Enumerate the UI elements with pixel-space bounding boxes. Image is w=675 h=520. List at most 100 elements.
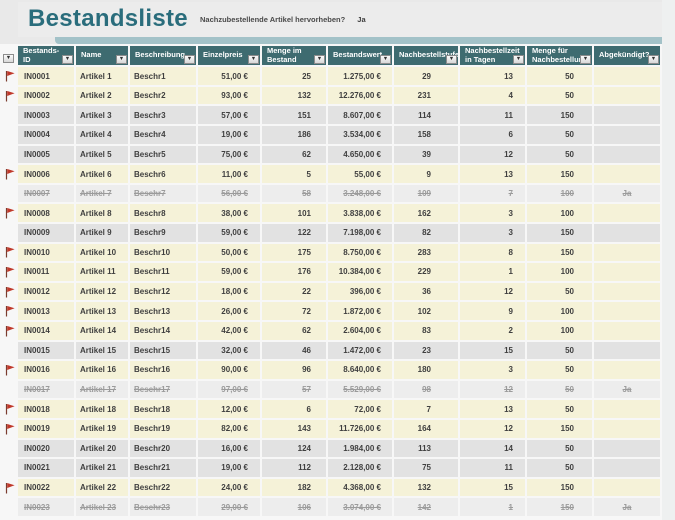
cell-menge_fuer_nachbestellung[interactable]: 150 <box>527 165 592 183</box>
column-header-nachbestellzeit_in_tagen[interactable]: Nachbestellzeit in Tagen ▼ <box>460 46 525 66</box>
cell-abgekuendigt[interactable] <box>594 106 660 125</box>
cell-nachbestellstufe[interactable]: 7 <box>394 400 458 418</box>
cell-beschreibung[interactable]: Beschr17 <box>130 380 196 399</box>
cell-menge_im_bestand[interactable]: 143 <box>262 419 326 438</box>
cell-id[interactable]: IN0013 <box>18 302 74 320</box>
cell-id[interactable]: IN0017 <box>18 380 74 399</box>
cell-menge_im_bestand[interactable]: 186 <box>262 126 326 144</box>
cell-menge_fuer_nachbestellung[interactable]: 100 <box>527 321 592 340</box>
cell-beschreibung[interactable]: Beschr21 <box>130 459 196 477</box>
cell-abgekuendigt[interactable] <box>594 145 660 164</box>
cell-menge_im_bestand[interactable]: 101 <box>262 204 326 222</box>
cell-nachbestellstufe[interactable]: 102 <box>394 302 458 320</box>
cell-bestandswert[interactable]: 1.275,00 € <box>328 67 392 85</box>
cell-name[interactable]: Artikel 8 <box>76 204 128 222</box>
cell-einzelpreis[interactable]: 19,00 € <box>198 459 260 477</box>
column-header-nachbestellstufe[interactable]: Nachbestellstufe ▼ <box>394 46 458 66</box>
cell-einzelpreis[interactable]: 16,00 € <box>198 439 260 458</box>
cell-menge_im_bestand[interactable]: 25 <box>262 67 326 85</box>
cell-menge_im_bestand[interactable]: 106 <box>262 498 326 516</box>
cell-id[interactable]: IN0014 <box>18 321 74 340</box>
cell-id[interactable]: IN0007 <box>18 184 74 203</box>
cell-name[interactable]: Artikel 11 <box>76 263 128 281</box>
cell-nachbestellzeit_in_tagen[interactable]: 12 <box>460 282 525 301</box>
cell-nachbestellzeit_in_tagen[interactable]: 11 <box>460 459 525 477</box>
cell-bestandswert[interactable]: 3.838,00 € <box>328 204 392 222</box>
cell-beschreibung[interactable]: Beschr23 <box>130 498 196 516</box>
cell-menge_fuer_nachbestellung[interactable]: 50 <box>527 145 592 164</box>
cell-abgekuendigt[interactable] <box>594 478 660 497</box>
cell-einzelpreis[interactable]: 82,00 € <box>198 419 260 438</box>
cell-menge_im_bestand[interactable]: 62 <box>262 145 326 164</box>
cell-bestandswert[interactable]: 2.128,00 € <box>328 459 392 477</box>
cell-menge_im_bestand[interactable]: 96 <box>262 361 326 379</box>
filter-dropdown-button[interactable]: ▼ <box>648 55 659 65</box>
cell-id[interactable]: IN0005 <box>18 145 74 164</box>
cell-abgekuendigt[interactable] <box>594 400 660 418</box>
cell-id[interactable]: IN0009 <box>18 224 74 242</box>
cell-einzelpreis[interactable]: 12,00 € <box>198 400 260 418</box>
cell-menge_fuer_nachbestellung[interactable]: 50 <box>527 282 592 301</box>
cell-menge_fuer_nachbestellung[interactable]: 50 <box>527 459 592 477</box>
cell-bestandswert[interactable]: 1.472,00 € <box>328 341 392 360</box>
cell-name[interactable]: Artikel 20 <box>76 439 128 458</box>
cell-nachbestellstufe[interactable]: 75 <box>394 459 458 477</box>
cell-id[interactable]: IN0001 <box>18 67 74 85</box>
cell-name[interactable]: Artikel 21 <box>76 459 128 477</box>
cell-beschreibung[interactable]: Beschr3 <box>130 106 196 125</box>
cell-nachbestellstufe[interactable]: 113 <box>394 439 458 458</box>
filter-dropdown-button[interactable]: ▼ <box>580 55 591 65</box>
cell-menge_fuer_nachbestellung[interactable]: 100 <box>527 263 592 281</box>
cell-beschreibung[interactable]: Beschr20 <box>130 439 196 458</box>
cell-beschreibung[interactable]: Beschr5 <box>130 145 196 164</box>
cell-nachbestellstufe[interactable]: 83 <box>394 321 458 340</box>
cell-menge_fuer_nachbestellung[interactable]: 50 <box>527 439 592 458</box>
cell-abgekuendigt[interactable] <box>594 67 660 85</box>
cell-nachbestellstufe[interactable]: 114 <box>394 106 458 125</box>
cell-nachbestellzeit_in_tagen[interactable]: 2 <box>460 321 525 340</box>
cell-name[interactable]: Artikel 17 <box>76 380 128 399</box>
filter-dropdown-button[interactable]: ▼ <box>248 55 259 65</box>
cell-einzelpreis[interactable]: 56,00 € <box>198 184 260 203</box>
cell-bestandswert[interactable]: 2.604,00 € <box>328 321 392 340</box>
cell-abgekuendigt[interactable] <box>594 86 660 105</box>
cell-nachbestellstufe[interactable]: 180 <box>394 361 458 379</box>
cell-id[interactable]: IN0010 <box>18 243 74 262</box>
cell-nachbestellstufe[interactable]: 36 <box>394 282 458 301</box>
cell-menge_im_bestand[interactable]: 5 <box>262 165 326 183</box>
cell-name[interactable]: Artikel 18 <box>76 400 128 418</box>
cell-abgekuendigt[interactable] <box>594 341 660 360</box>
cell-menge_fuer_nachbestellung[interactable]: 150 <box>527 498 592 516</box>
cell-menge_im_bestand[interactable]: 112 <box>262 459 326 477</box>
cell-bestandswert[interactable]: 4.650,00 € <box>328 145 392 164</box>
cell-menge_im_bestand[interactable]: 72 <box>262 302 326 320</box>
cell-nachbestellstufe[interactable]: 23 <box>394 341 458 360</box>
cell-bestandswert[interactable]: 3.248,00 € <box>328 184 392 203</box>
cell-menge_fuer_nachbestellung[interactable]: 50 <box>527 341 592 360</box>
filter-dropdown-button[interactable]: ▼ <box>3 54 14 64</box>
cell-bestandswert[interactable]: 3.074,00 € <box>328 498 392 516</box>
cell-nachbestellstufe[interactable]: 98 <box>394 380 458 399</box>
cell-name[interactable]: Artikel 7 <box>76 184 128 203</box>
cell-abgekuendigt[interactable] <box>594 282 660 301</box>
cell-menge_im_bestand[interactable]: 46 <box>262 341 326 360</box>
cell-beschreibung[interactable]: Beschr2 <box>130 86 196 105</box>
cell-menge_fuer_nachbestellung[interactable]: 150 <box>527 243 592 262</box>
cell-nachbestellzeit_in_tagen[interactable]: 1 <box>460 263 525 281</box>
cell-einzelpreis[interactable]: 11,00 € <box>198 165 260 183</box>
cell-beschreibung[interactable]: Beschr15 <box>130 341 196 360</box>
column-header-menge_im_bestand[interactable]: Menge im Bestand ▼ <box>262 46 326 66</box>
cell-nachbestellstufe[interactable]: 39 <box>394 145 458 164</box>
cell-menge_im_bestand[interactable]: 6 <box>262 400 326 418</box>
cell-einzelpreis[interactable]: 97,00 € <box>198 380 260 399</box>
cell-bestandswert[interactable]: 8.640,00 € <box>328 361 392 379</box>
cell-id[interactable]: IN0004 <box>18 126 74 144</box>
cell-id[interactable]: IN0011 <box>18 263 74 281</box>
cell-id[interactable]: IN0002 <box>18 86 74 105</box>
filter-dropdown-button[interactable]: ▼ <box>446 55 457 65</box>
cell-abgekuendigt[interactable] <box>594 126 660 144</box>
cell-nachbestellzeit_in_tagen[interactable]: 3 <box>460 204 525 222</box>
cell-menge_fuer_nachbestellung[interactable]: 50 <box>527 86 592 105</box>
cell-beschreibung[interactable]: Beschr16 <box>130 361 196 379</box>
column-header-bestandswert[interactable]: Bestandswert ▼ <box>328 46 392 66</box>
